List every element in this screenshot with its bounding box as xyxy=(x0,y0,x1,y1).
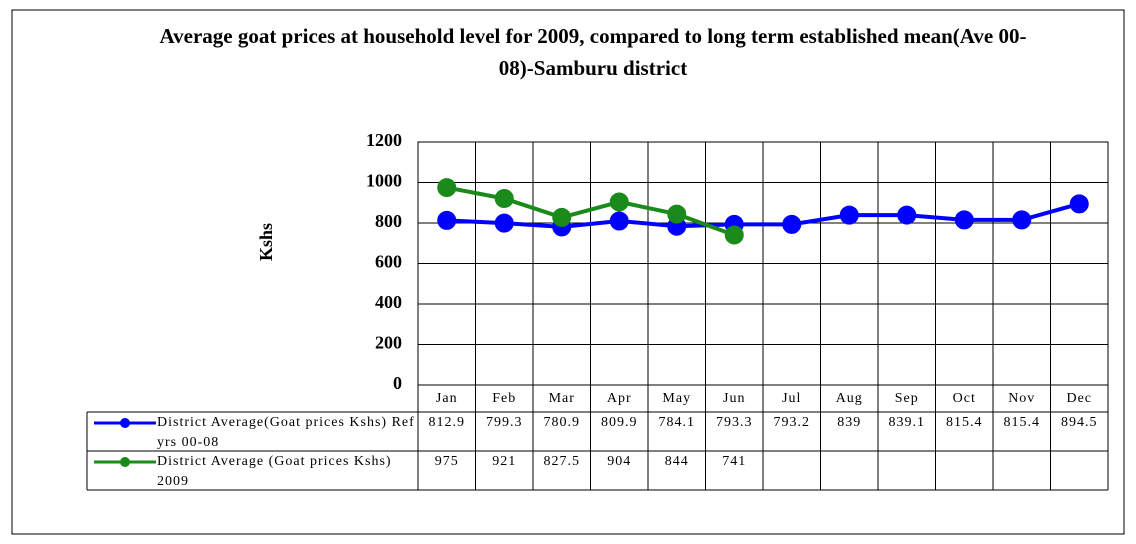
point xyxy=(667,204,687,224)
point xyxy=(552,207,572,227)
table-value: 784.1 xyxy=(659,415,696,430)
legend-marker xyxy=(120,457,130,467)
point xyxy=(609,211,629,231)
x-tick-label: Nov xyxy=(1008,391,1035,406)
point xyxy=(897,205,917,225)
table-value: 921 xyxy=(492,454,516,469)
table-value: 904 xyxy=(607,454,631,469)
point xyxy=(782,214,802,234)
table-value: 799.3 xyxy=(486,415,523,430)
table-value: 975 xyxy=(435,454,459,469)
x-tick-label: Jan xyxy=(436,391,458,406)
y-tick-label: 0 xyxy=(393,373,402,393)
point xyxy=(724,225,744,245)
y-tick-label: 800 xyxy=(375,211,402,231)
x-tick-label: Oct xyxy=(953,391,976,406)
series-line xyxy=(446,201,1080,229)
y-tick-label: 400 xyxy=(375,292,402,312)
table-value: 741 xyxy=(722,454,746,469)
point xyxy=(494,213,514,233)
series-line xyxy=(446,185,735,237)
table-value: 894.5 xyxy=(1061,415,1098,430)
point xyxy=(954,210,974,230)
point xyxy=(1012,210,1032,230)
table-value: 815.4 xyxy=(946,415,983,430)
legend-label: District Average(Goat prices Kshs) Ref y… xyxy=(157,415,415,450)
point xyxy=(494,188,514,208)
table-value: 815.4 xyxy=(1004,415,1041,430)
table-value: 793.2 xyxy=(774,415,811,430)
y-tick-label: 600 xyxy=(375,252,402,272)
y-axis-label: Kshs xyxy=(256,223,276,261)
y-tick-label: 1200 xyxy=(366,130,402,150)
point xyxy=(1069,194,1089,214)
x-tick-label: Mar xyxy=(549,391,575,406)
y-tick-label: 200 xyxy=(375,333,402,353)
x-tick-label: Feb xyxy=(492,391,516,406)
x-tick-label: Apr xyxy=(607,391,632,406)
x-tick-label: Aug xyxy=(836,391,863,406)
legend-label: District Average (Goat prices Kshs) 2009 xyxy=(157,454,392,489)
legend-marker xyxy=(120,418,130,428)
point xyxy=(839,205,859,225)
x-tick-label: Jul xyxy=(782,391,801,406)
legend-box: District Average (Goat prices Kshs) 2009 xyxy=(157,454,392,489)
table-value: 844 xyxy=(665,454,689,469)
table-value: 827.5 xyxy=(544,454,581,469)
table-value: 809.9 xyxy=(601,415,638,430)
chart-border xyxy=(11,9,1125,535)
x-tick-label: Jun xyxy=(723,391,745,406)
point xyxy=(437,210,457,230)
table-value: 793.3 xyxy=(716,415,753,430)
table-value: 839 xyxy=(837,415,861,430)
table-value: 780.9 xyxy=(544,415,581,430)
point xyxy=(609,192,629,212)
x-tick-label: May xyxy=(662,391,691,406)
chart-title: Average goat prices at household level f… xyxy=(159,24,1027,80)
title-box: Average goat prices at household level f… xyxy=(159,24,1027,80)
x-tick-label: Sep xyxy=(895,391,919,406)
y-tick-label: 1000 xyxy=(366,171,402,191)
table-value: 812.9 xyxy=(429,415,466,430)
legend-box: District Average(Goat prices Kshs) Ref y… xyxy=(157,415,415,450)
table-value: 839.1 xyxy=(889,415,926,430)
x-tick-label: Dec xyxy=(1066,391,1092,406)
point xyxy=(437,178,457,198)
